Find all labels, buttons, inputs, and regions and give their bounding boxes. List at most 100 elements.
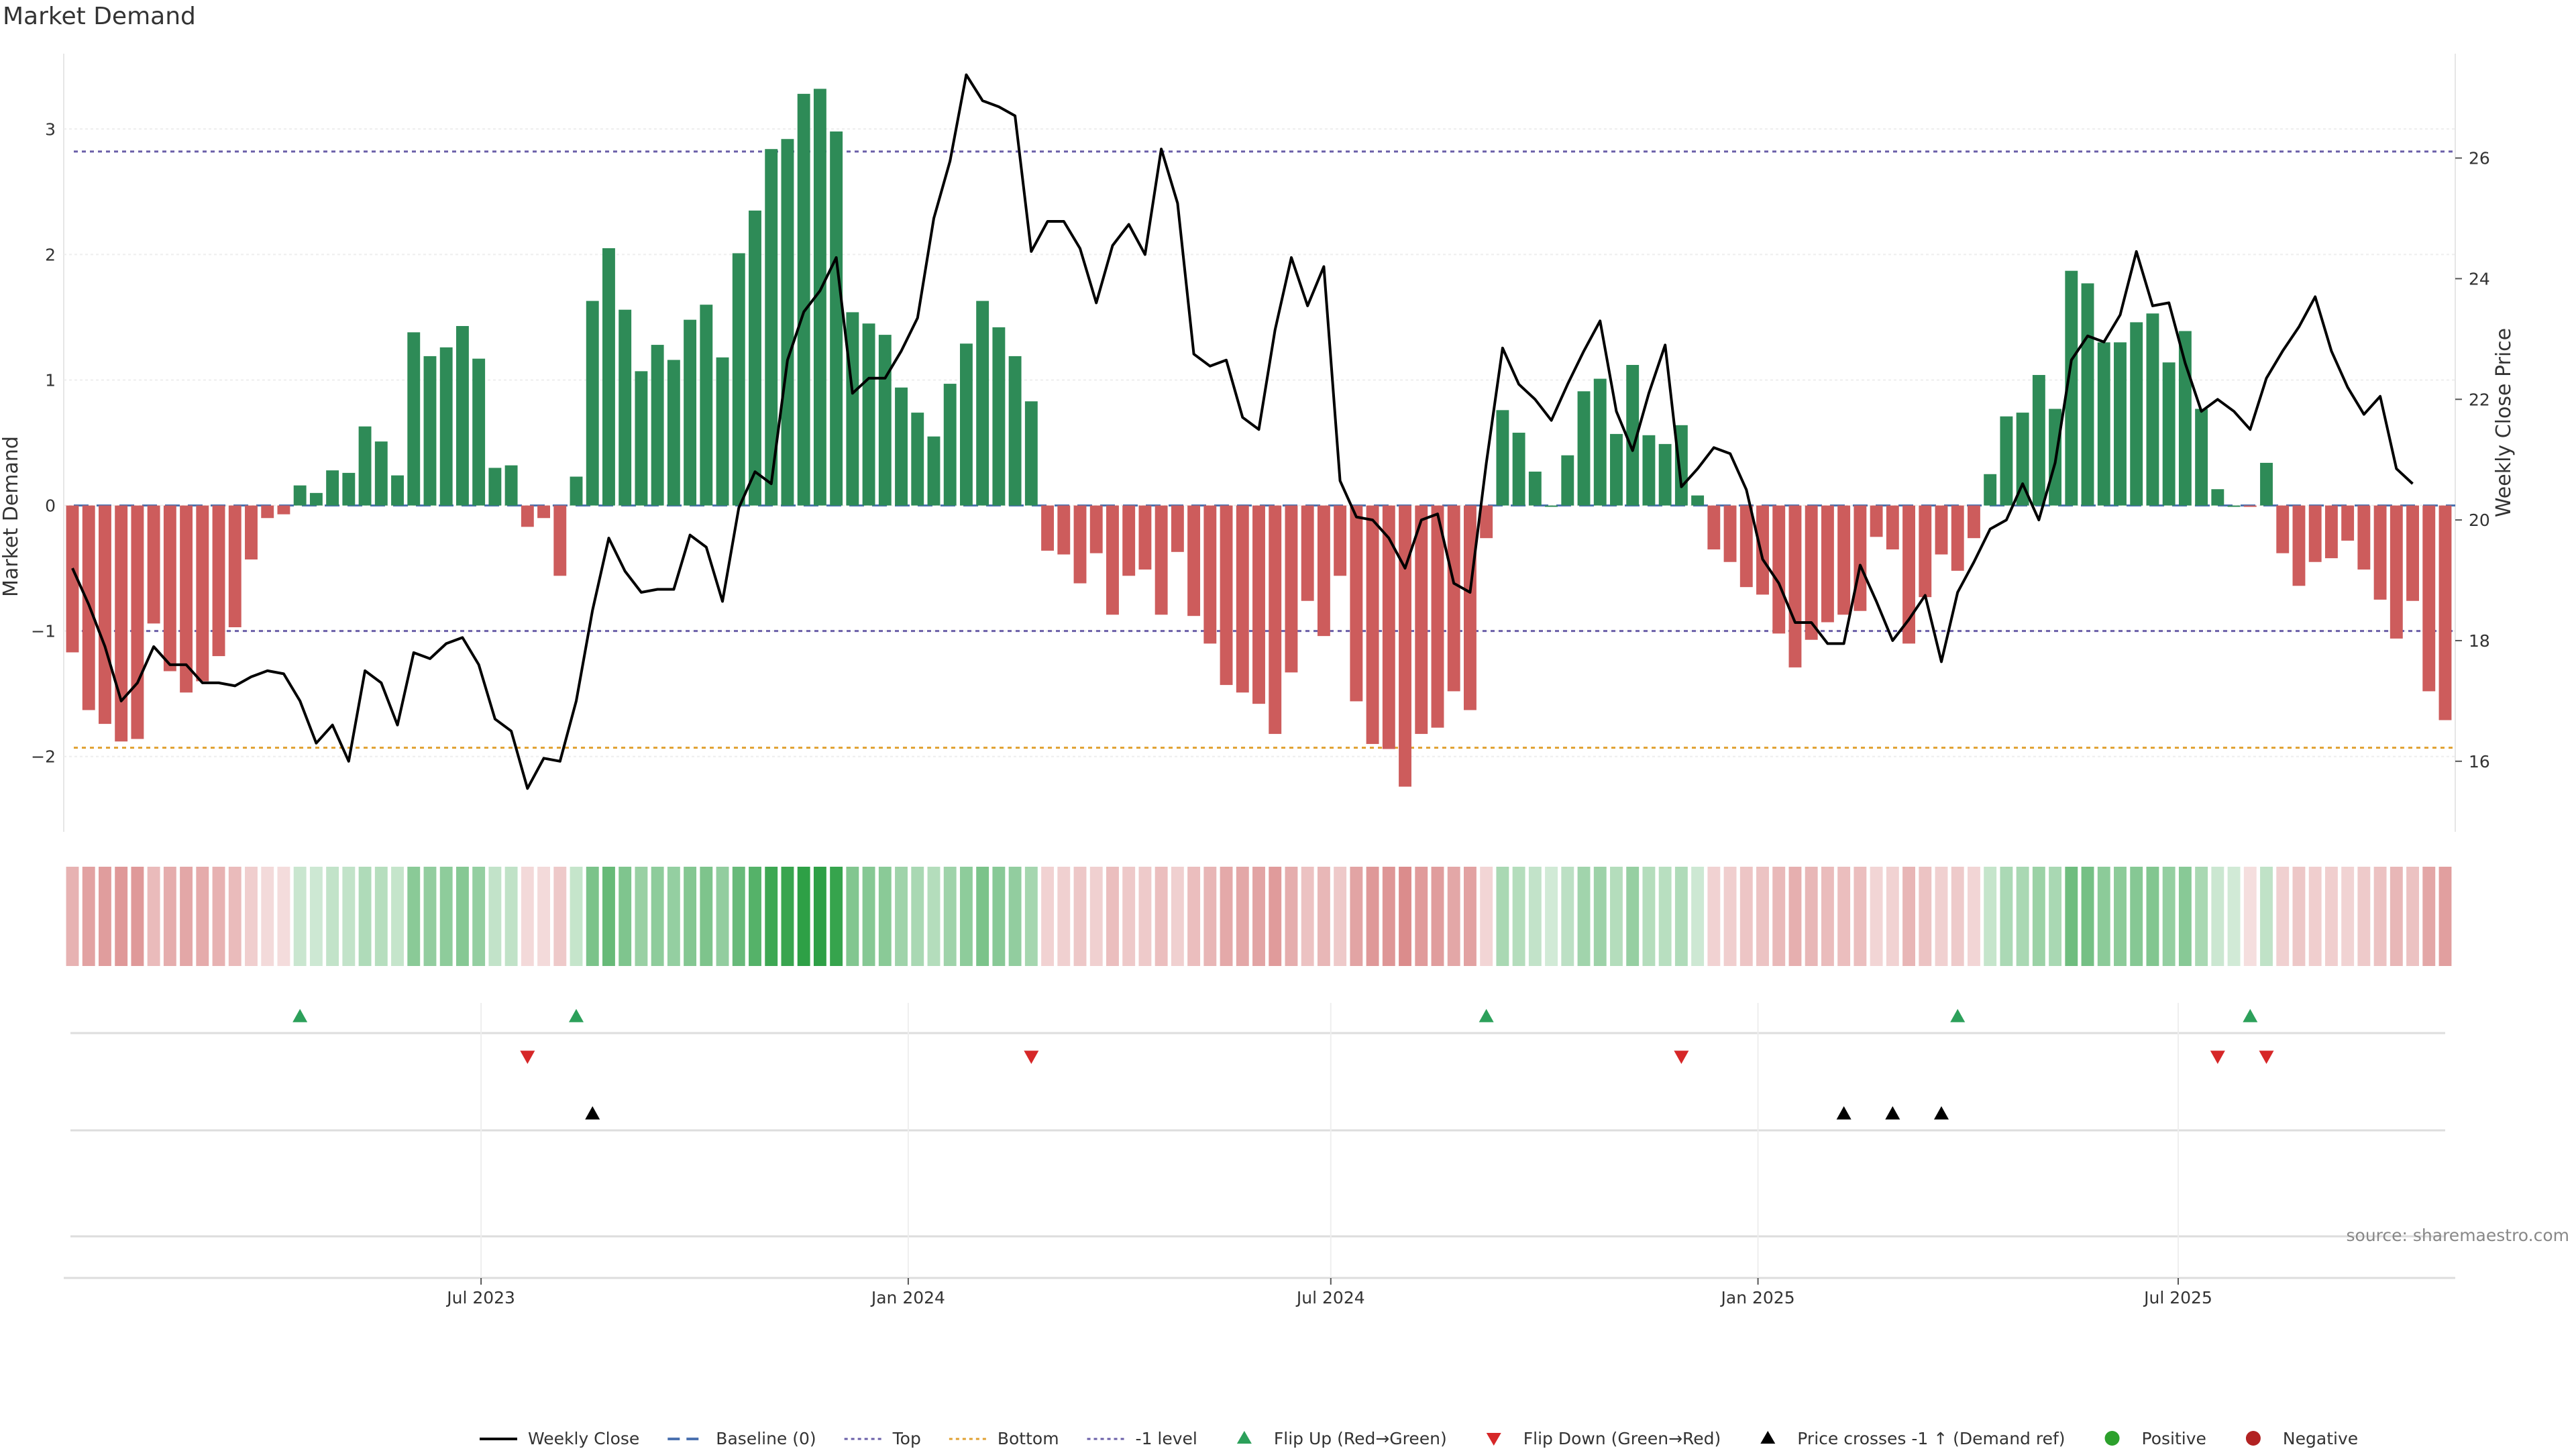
demand-bar <box>765 149 778 506</box>
heat-cell <box>1269 867 1282 966</box>
demand-bar <box>309 492 323 506</box>
heat-cell <box>277 867 290 966</box>
demand-bar <box>976 301 989 506</box>
heat-cell <box>1415 867 1428 966</box>
demand-bar <box>2114 342 2127 506</box>
demand-bar <box>1805 505 1818 640</box>
heat-cell <box>2308 867 2322 966</box>
demand-bar <box>1854 505 1867 611</box>
legend-item: Flip Down (Green→Red) <box>1486 1429 1721 1448</box>
heat-cell <box>2049 867 2062 966</box>
heat-cell <box>212 867 225 966</box>
heat-cell <box>2260 867 2273 966</box>
right-axis-title: Weekly Close Price <box>2492 328 2516 517</box>
heat-cell <box>1837 867 1851 966</box>
demand-bar <box>1610 433 1623 506</box>
heat-cell <box>2438 867 2452 966</box>
heat-cell <box>1317 867 1330 966</box>
flip-up-marker <box>1479 1009 1494 1022</box>
heat-cell <box>1480 867 1493 966</box>
demand-bar <box>277 505 290 515</box>
heat-cell <box>667 867 680 966</box>
heat-cell <box>1642 867 1656 966</box>
heat-cell <box>1545 867 1558 966</box>
demand-bar <box>1870 505 1883 537</box>
heat-cell <box>1951 867 1964 966</box>
source-note: source: sharemaestro.com <box>2347 1226 2570 1245</box>
demand-bar <box>2178 331 2192 506</box>
demand-bar <box>2292 505 2306 586</box>
flip-up-marker <box>2243 1009 2258 1022</box>
heat-cell <box>1984 867 1997 966</box>
weekly-close-series <box>71 73 2414 790</box>
heat-cell <box>1935 867 1948 966</box>
demand-bar <box>2016 413 2029 506</box>
heat-cell <box>1610 867 1623 966</box>
heat-cell <box>1821 867 1834 966</box>
heat-cell <box>619 867 632 966</box>
demand-bar <box>862 323 875 506</box>
demand-bar <box>1089 505 1103 553</box>
demand-bar <box>1399 505 1411 787</box>
heat-cell <box>2114 867 2127 966</box>
demand-bar <box>115 505 128 742</box>
heat-cell <box>147 867 160 966</box>
heat-cell <box>180 867 193 966</box>
heat-cell <box>521 867 534 966</box>
heat-cell <box>1658 867 1672 966</box>
legend-item: Flip Up (Red→Green) <box>1236 1429 1447 1448</box>
demand-bar <box>1707 505 1721 550</box>
demand-bar <box>2211 489 2224 506</box>
demand-bar <box>212 505 225 657</box>
demand-bar <box>2146 313 2159 506</box>
heat-cell <box>1723 867 1737 966</box>
demand-bar <box>1366 505 1379 745</box>
heat-cell <box>1870 867 1883 966</box>
demand-bar <box>99 505 111 724</box>
heat-cell <box>1236 867 1249 966</box>
demand-bar <box>2260 462 2273 506</box>
legend: Weekly Close Baseline (0) Top Bottom -1 leve… <box>480 1429 2358 1448</box>
heat-cell <box>374 867 388 966</box>
demand-bar <box>293 485 307 506</box>
demand-bar <box>2438 505 2452 720</box>
heat-cell <box>1854 867 1867 966</box>
demand-bar <box>439 347 453 506</box>
demand-bar <box>1739 505 1753 588</box>
heat-cell <box>2195 867 2208 966</box>
heat-cell <box>196 867 209 966</box>
heat-cell <box>1252 867 1265 966</box>
heat-cell <box>1138 867 1152 966</box>
heat-cell <box>1463 867 1477 966</box>
demand-bar <box>959 343 973 506</box>
demand-bar <box>163 505 176 672</box>
demand-bar <box>1220 505 1233 686</box>
demand-bar <box>2097 342 2110 506</box>
demand-bar <box>1317 505 1330 637</box>
demand-bar <box>1691 495 1705 506</box>
demand-bar <box>2227 505 2241 507</box>
demand-bar <box>927 436 941 506</box>
demand-bar <box>1171 505 1184 552</box>
demand-bar <box>1561 455 1574 506</box>
heat-cell <box>2243 867 2257 966</box>
demand-bar <box>781 139 794 506</box>
flip-down-marker <box>2259 1051 2274 1064</box>
demand-bar <box>1415 505 1428 735</box>
demand-bar <box>1122 505 1136 576</box>
demand-bar <box>1788 505 1802 667</box>
price-cross-marker <box>1885 1106 1900 1120</box>
heat-cell <box>1399 867 1411 966</box>
heat-cell <box>2422 867 2436 966</box>
heat-cell <box>716 867 729 966</box>
heat-cell <box>1626 867 1640 966</box>
legend-label: Baseline (0) <box>716 1429 816 1448</box>
flip-down-marker <box>520 1051 535 1064</box>
heat-cell <box>228 867 241 966</box>
demand-bar <box>2081 283 2094 506</box>
heat-cell <box>358 867 372 966</box>
heat-cell <box>878 867 892 966</box>
demand-bar <box>2422 505 2436 692</box>
demand-bar <box>813 89 826 506</box>
heat-cell <box>700 867 713 966</box>
